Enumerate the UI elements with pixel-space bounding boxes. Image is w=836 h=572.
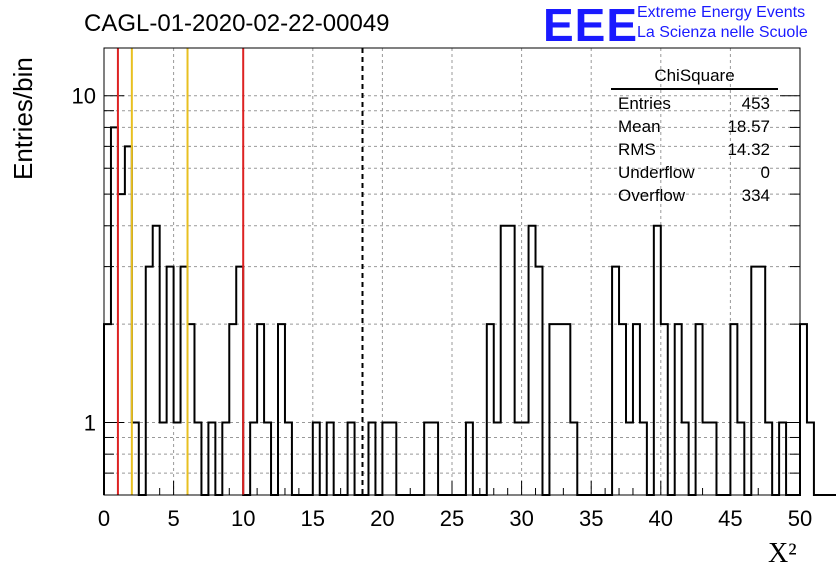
x-tick-label: 40: [649, 506, 673, 531]
x-tick-label: 30: [509, 506, 533, 531]
eee-logo: EEE: [543, 0, 639, 51]
logo-caption-line2: La Scienza nelle Scuole: [637, 24, 808, 41]
stats-value: 334: [741, 186, 770, 205]
histogram-series-line: [103, 126, 836, 496]
marker-lines: [116, 48, 364, 495]
stats-label: Mean: [618, 117, 661, 136]
x-axis-ticks: 0 5 10 15 20 25 30 35 40 45 50: [98, 481, 812, 531]
y-tick-label: 1: [84, 411, 96, 436]
x-tick-label: 35: [579, 506, 603, 531]
stats-value: 14.32: [727, 140, 770, 159]
chart-title: CAGL-01-2020-02-22-00049: [84, 10, 390, 37]
x-axis-label: X²: [768, 538, 797, 569]
x-tick-label: 10: [231, 506, 255, 531]
stats-label: Entries: [618, 94, 671, 113]
stats-value: 453: [741, 94, 770, 113]
x-tick-label: 5: [167, 506, 179, 531]
stats-value: 0: [760, 163, 770, 182]
x-tick-label: 20: [370, 506, 394, 531]
stats-label: Overflow: [618, 186, 686, 205]
stats-row: RMS 14.32: [611, 138, 778, 161]
stats-value: 18.57: [727, 117, 770, 136]
plot-frame: [103, 47, 801, 496]
y-tick-label: 10: [72, 84, 96, 109]
stats-row: Overflow 334: [611, 184, 778, 207]
y-axis-label: Entries/bin: [8, 57, 38, 180]
x-tick-label: 45: [718, 506, 742, 531]
x-tick-label: 50: [788, 506, 812, 531]
stats-label: RMS: [618, 140, 656, 159]
stats-row: Entries 453: [611, 92, 778, 115]
x-tick-label: 0: [98, 506, 110, 531]
x-tick-label: 25: [440, 506, 464, 531]
stats-row: Underflow 0: [611, 161, 778, 184]
logo-caption-line1: Extreme Energy Events: [637, 4, 806, 21]
stats-label: Underflow: [618, 163, 695, 182]
x-tick-label: 15: [301, 506, 325, 531]
stats-row: Mean 18.57: [611, 115, 778, 138]
stats-title: ChiSquare: [611, 66, 778, 90]
stats-box: ChiSquare Entries 453 Mean 18.57 RMS 14.32 …: [611, 66, 778, 207]
